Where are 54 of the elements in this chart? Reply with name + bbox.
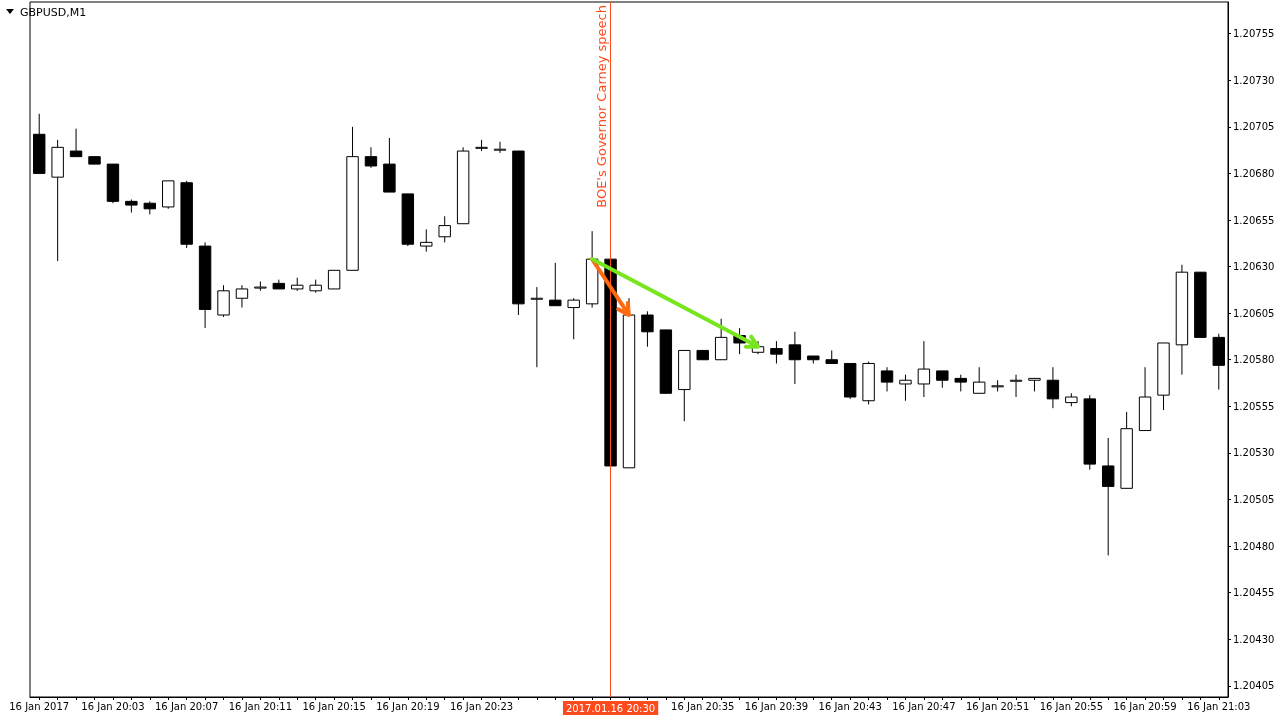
x-tick-label: 16 Jan 20:55 bbox=[1039, 700, 1103, 712]
candlestick bbox=[788, 331, 802, 385]
x-tick-label: 16 Jan 20:59 bbox=[1113, 700, 1177, 712]
y-tick-label: 1.20655 bbox=[1233, 214, 1275, 226]
x-tick-label: 2017.01.16 20:30 bbox=[565, 702, 656, 714]
candlestick bbox=[899, 374, 912, 402]
y-tick-label: 1.20730 bbox=[1233, 74, 1275, 86]
candlestick bbox=[530, 286, 544, 368]
chart-title: GBPUSD,M1 bbox=[20, 6, 87, 19]
x-tick-label: 16 Jan 20:47 bbox=[892, 700, 956, 712]
candlestick bbox=[1009, 374, 1023, 398]
x-tick-label: 16 Jan 20:15 bbox=[302, 700, 366, 712]
candlestick bbox=[493, 141, 507, 154]
y-tick-label: 1.20530 bbox=[1233, 447, 1275, 459]
x-tick-label: 16 Jan 20:11 bbox=[228, 700, 293, 712]
x-tick-label: 16 Jan 20:03 bbox=[81, 700, 145, 712]
candlestick bbox=[714, 318, 728, 361]
y-tick-label: 1.20505 bbox=[1233, 493, 1275, 505]
x-tick-label: 16 Jan 20:43 bbox=[818, 700, 882, 712]
candlestick bbox=[69, 128, 83, 158]
candlestick bbox=[770, 340, 783, 364]
y-tick-label: 1.20580 bbox=[1233, 354, 1275, 366]
y-tick-label: 1.20555 bbox=[1233, 400, 1275, 412]
candlestick bbox=[880, 366, 894, 392]
candlestick bbox=[364, 146, 378, 169]
x-tick-label: 16 Jan 21:03 bbox=[1187, 700, 1251, 712]
y-tick-label: 1.20455 bbox=[1233, 587, 1275, 599]
x-tick-label: 16 Jan 20:23 bbox=[449, 700, 514, 712]
candlestick bbox=[972, 366, 986, 394]
y-tick-label: 1.20755 bbox=[1233, 28, 1275, 40]
x-tick-label: 16 Jan 20:35 bbox=[671, 700, 735, 712]
candlestick bbox=[420, 228, 433, 253]
candlestick bbox=[567, 297, 580, 340]
y-tick-label: 1.20480 bbox=[1233, 540, 1275, 552]
y-tick-label: 1.20705 bbox=[1233, 121, 1275, 133]
candlestick bbox=[641, 310, 654, 348]
candlestick bbox=[549, 262, 562, 307]
x-tick-label: 16 Jan 2017 bbox=[9, 700, 70, 712]
candlestick bbox=[438, 215, 451, 243]
candlestick bbox=[1046, 366, 1060, 409]
candlestick bbox=[327, 269, 341, 290]
candlestick bbox=[235, 284, 249, 309]
y-tick-label: 1.20605 bbox=[1233, 307, 1275, 319]
y-tick-label: 1.20630 bbox=[1233, 261, 1275, 273]
candlestick bbox=[917, 340, 931, 398]
x-tick-label: 16 Jan 20:39 bbox=[744, 700, 809, 712]
y-tick-label: 1.20405 bbox=[1233, 680, 1275, 692]
x-tick-label: 16 Jan 20:07 bbox=[155, 700, 219, 712]
y-tick-label: 1.20680 bbox=[1233, 167, 1275, 179]
x-tick-label: 16 Jan 20:51 bbox=[965, 700, 1030, 712]
ref-line-label: BOE's Governor Carney speech bbox=[593, 5, 609, 208]
y-tick-label: 1.20430 bbox=[1233, 633, 1275, 645]
candlestick bbox=[1101, 437, 1115, 556]
x-tick-label: 16 Jan 20:19 bbox=[376, 700, 440, 712]
